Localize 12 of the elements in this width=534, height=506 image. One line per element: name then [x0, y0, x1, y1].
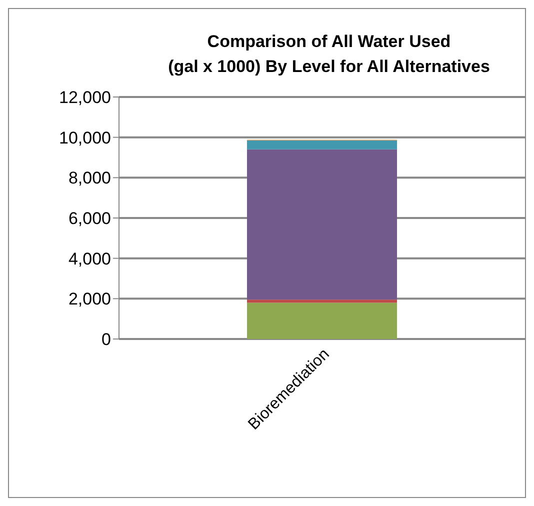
y-tick-label: 10,000	[59, 128, 111, 148]
y-tick-label: 0	[102, 330, 111, 350]
bar	[247, 300, 397, 303]
y-tick-label: 12,000	[59, 88, 111, 108]
y-tick-label: 4,000	[68, 249, 111, 268]
bar	[247, 140, 397, 150]
chart-title: Comparison of All Water Used (gal x 1000) By Level for All Alternatives	[167, 31, 491, 78]
y-tick-label: 2,000	[68, 290, 111, 309]
bar	[247, 302, 397, 339]
y-tick-label: 6,000	[68, 209, 111, 228]
bar	[247, 149, 397, 300]
y-tick-label: 8,000	[68, 168, 111, 188]
